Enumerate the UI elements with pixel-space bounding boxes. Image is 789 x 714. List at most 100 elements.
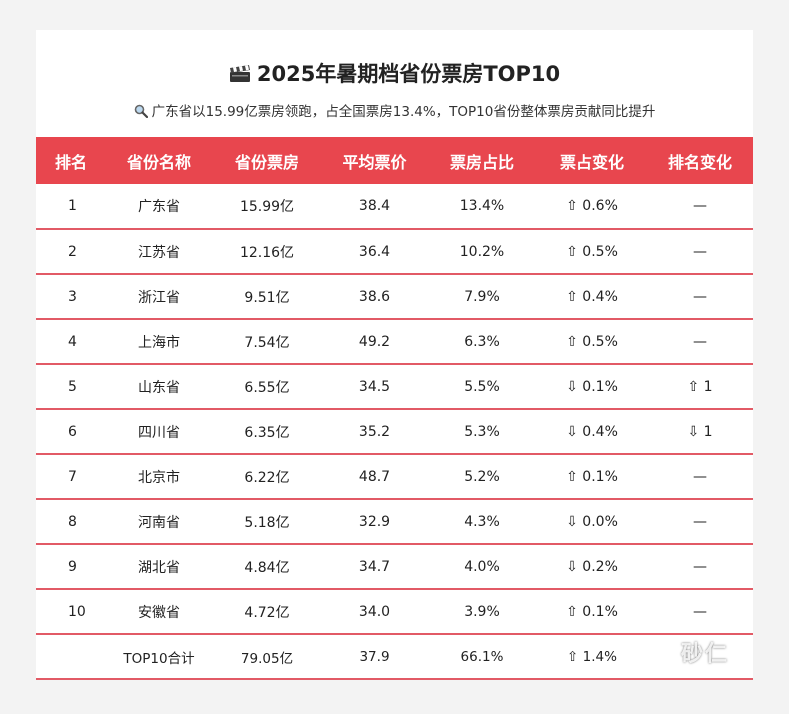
table-row: 1 广东省 15.99亿 38.4 13.4% ⇧ 0.6% — [36,184,753,229]
table-cell: 湖北省 [138,559,180,576]
table-cell: 4.3% [464,513,500,530]
table-row: 10 安徽省 4.72亿 34.0 3.9% ⇧ 0.1% — [36,589,753,634]
table-cell: 山东省 [138,379,180,396]
table-cell: 9 [68,558,77,575]
column-header: 票占变化 [559,152,624,172]
watermark: 砂仁 [680,642,729,667]
table-cell: 49.2 [358,333,391,350]
table-cell: TOP10合计 [123,650,195,667]
title-text: 2025年暑期档省份票房TOP10 [256,62,561,86]
table-cell: 6.35亿 [244,424,290,441]
column-header: 平均票价 [342,152,407,172]
table-cell: — [693,513,707,530]
table-cell: ⇩ 0.1% [566,378,618,395]
table-cell: ⇧ 0.1% [566,468,618,485]
table-cell: 2 [68,243,77,260]
table-cell: ⇩ 0.0% [566,513,618,530]
table-cell: 32.9 [358,513,391,530]
table-cell: ⇧ 0.6% [566,198,618,214]
table-cell: 4.84亿 [244,559,290,576]
table-cell: — [693,558,707,575]
magnifier-icon [134,104,148,118]
table-row: 3 浙江省 9.51亿 38.6 7.9% ⇧ 0.4% — [36,274,753,319]
table-cell: 79.05亿 [240,650,294,667]
table-cell: 35.2 [358,423,391,440]
table-cell: 6.22亿 [244,469,290,486]
table-cell: 7.54亿 [244,334,290,351]
table-cell: ⇩ 0.4% [566,423,618,440]
table-cell: 36.4 [358,243,391,260]
table-cell: 38.4 [358,198,391,214]
table-cell: — [693,243,707,260]
table-cell: 8 [68,513,77,530]
table-cell: — [693,333,707,350]
column-header: 排名 [54,152,87,172]
table-cell: — [693,198,707,214]
table-cell: ⇩ 1 [687,423,713,440]
table-cell: 4.72亿 [244,604,290,621]
table-cell: 上海市 [138,334,180,351]
table-header-row: 排名 省份名称 省份票房 平均票价 票房占比 票占变化 排名变化 [36,137,753,184]
page-title: 2025年暑期档省份票房TOP10 [36,58,753,88]
table-cell: 6 [68,423,77,440]
table-cell: 5 [68,378,77,395]
table-cell: 13.4% [459,198,505,214]
table-cell: 江苏省 [138,244,180,261]
table-cell: 38.6 [358,288,391,305]
subtitle: 广东省以15.99亿票房领跑，占全国票房13.4%，TOP10省份整体票房贡献同… [36,100,753,120]
table-cell: 5.18亿 [244,514,290,531]
table-cell: 10.2% [459,243,505,260]
table-cell: 37.9 [359,648,390,665]
table-cell: ⇧ 0.4% [566,288,618,305]
table-cell: — [693,468,707,485]
table-cell: 34.7 [358,558,391,575]
table-cell: 广东省 [138,199,180,215]
table-cell: 6.55亿 [244,379,290,396]
table-row: 7 北京市 6.22亿 48.7 5.2% ⇧ 0.1% — [36,454,753,499]
table-cell: 15.99亿 [239,199,295,215]
table-cell: 34.0 [358,603,391,620]
table-row: 2 江苏省 12.16亿 36.4 10.2% ⇧ 0.5% — [36,229,753,274]
table-row: 5 山东省 6.55亿 34.5 5.5% ⇩ 0.1% ⇧ 1 [36,364,753,409]
table-row: 9 湖北省 4.84亿 34.7 4.0% ⇩ 0.2% — [36,544,753,589]
table-cell: 48.7 [358,468,391,485]
total-row: TOP10合计 79.05亿 37.9 66.1% ⇧ 1.4% [36,634,753,679]
column-header: 省份票房 [234,152,299,172]
ranking-card: 2025年暑期档省份票房TOP10 广东省以15.99亿票房领跑，占全国票房13… [36,30,753,680]
table-cell: 5.3% [464,423,500,440]
table-cell: ⇧ 1 [687,378,713,395]
table-cell: 10 [68,603,86,620]
table-cell: 河南省 [138,514,180,531]
table-cell: — [693,603,707,620]
table-cell: — [693,288,707,305]
table-cell: 12.16亿 [239,244,295,261]
clapperboard-icon [229,65,250,82]
table-row: 4 上海市 7.54亿 49.2 6.3% ⇧ 0.5% — [36,319,753,364]
table-cell: 7.9% [464,288,500,305]
table-row: 6 四川省 6.35亿 35.2 5.3% ⇩ 0.4% ⇩ 1 [36,409,753,454]
table-cell: 浙江省 [138,289,180,306]
table-cell: 34.5 [358,378,391,395]
table-cell: 5.2% [464,468,500,485]
table-row: 8 河南省 5.18亿 32.9 4.3% ⇩ 0.0% — [36,499,753,544]
table-cell: ⇧ 0.5% [566,333,618,350]
table-cell: 3 [68,288,77,305]
column-header: 省份名称 [126,152,191,172]
table-cell: 1 [68,198,77,214]
table-cell: ⇩ 0.2% [566,558,618,575]
subtitle-text: 广东省以15.99亿票房领跑，占全国票房13.4%，TOP10省份整体票房贡献同… [151,104,656,120]
table-cell: 7 [68,468,77,485]
table-cell: 北京市 [138,469,180,486]
table-cell: 4.0% [464,558,500,575]
table-cell: ⇧ 0.5% [566,243,618,260]
table-cell: 9.51亿 [244,289,290,306]
table-cell: 6.3% [464,333,500,350]
table-cell: 66.1% [460,648,504,665]
table-cell: 5.5% [464,378,500,395]
table-cell: 4 [68,333,77,350]
column-header: 排名变化 [667,152,732,172]
table-cell: ⇧ 1.4% [567,648,617,665]
table-cell: ⇧ 0.1% [566,603,618,620]
ranking-table: 排名 省份名称 省份票房 平均票价 票房占比 票占变化 排名变化 1 广东省 15.… [36,137,753,680]
table-cell [36,634,106,679]
